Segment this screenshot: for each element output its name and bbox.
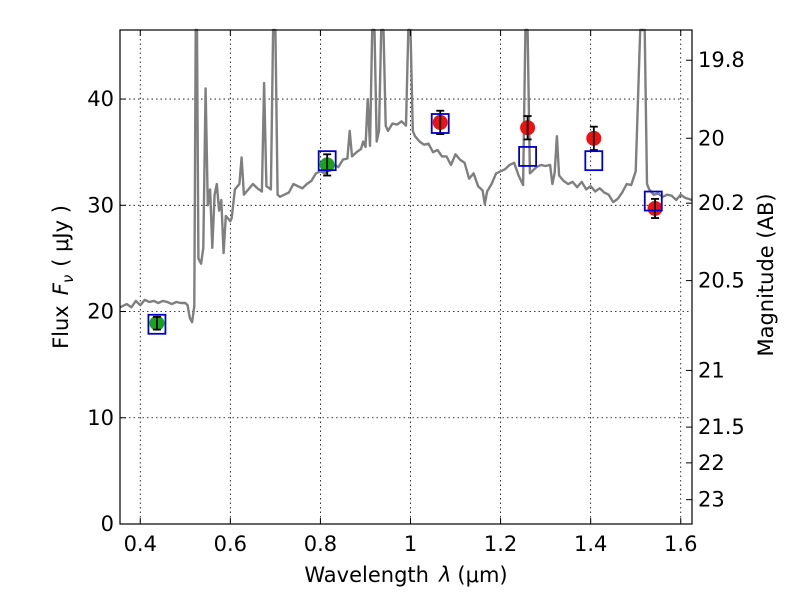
model-point	[317, 150, 337, 172]
x-tick-label: 1.2	[484, 532, 517, 556]
y-tick-label: 0	[101, 512, 114, 536]
mag-tick-label: 19.8	[698, 48, 745, 72]
x-tick-label: 1.6	[664, 532, 697, 556]
mag-tick-label: 20	[698, 126, 725, 150]
tick-labels: 0.4 0.6 0.8 1 1.2 1.4 1.6 0 10 20 30 40 19.8 20 20.2 20…	[87, 48, 745, 556]
x-tick-label: 1	[404, 532, 417, 556]
y-tick-label: 10	[87, 406, 114, 430]
mag-tick-label: 21.5	[698, 415, 745, 439]
mag-tick-label: 22	[698, 451, 725, 475]
y-tick-label: 40	[87, 87, 114, 111]
model-point	[147, 313, 167, 335]
model-point	[643, 190, 663, 212]
data-markers	[147, 109, 663, 335]
model-point	[430, 113, 450, 134]
magnitude-axis-label: Magnitude (AB)	[754, 193, 778, 356]
y-tick-label: 30	[87, 193, 114, 217]
x-tick-label: 1.4	[574, 532, 607, 556]
plot-frame	[119, 29, 693, 525]
mag-tick-label: 20.5	[698, 269, 745, 293]
model-point	[518, 146, 538, 167]
axis-ticks	[120, 30, 692, 525]
x-axis-label: Wavelength λ (μm)	[304, 563, 507, 587]
mag-tick-label: 20.2	[698, 191, 745, 215]
y-tick-label: 20	[87, 300, 114, 324]
x-tick-label: 0.4	[124, 532, 157, 556]
model-point	[584, 150, 604, 172]
y-axis-label: FluxFν( μJy )	[49, 205, 77, 349]
mag-tick-label: 23	[698, 488, 725, 512]
x-tick-label: 0.8	[304, 532, 337, 556]
spectrum-layer	[119, 28, 693, 324]
mag-tick-label: 21	[698, 358, 725, 382]
x-tick-label: 0.6	[214, 532, 247, 556]
spectrum-line	[119, 28, 693, 324]
